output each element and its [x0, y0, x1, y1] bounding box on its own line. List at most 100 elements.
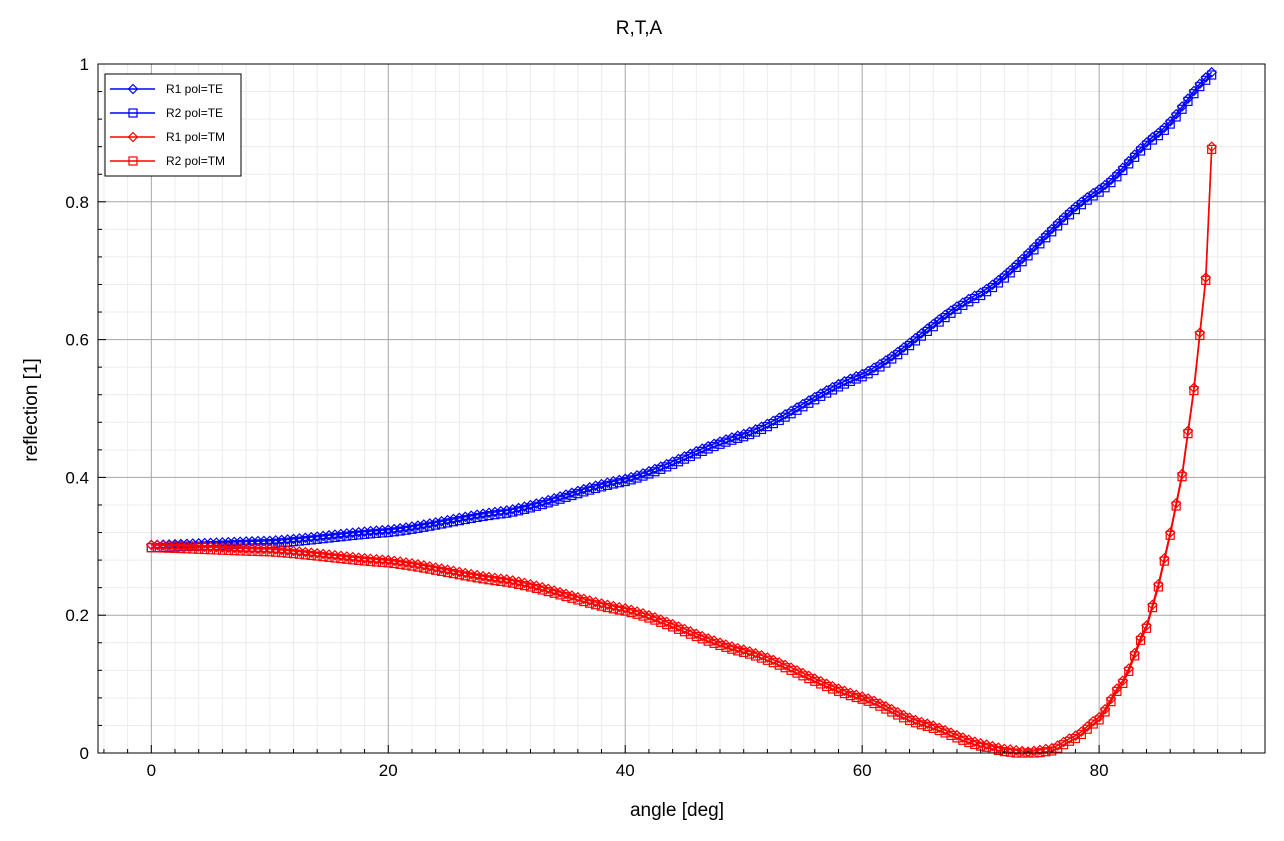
data-point-square — [721, 642, 731, 652]
data-point-square — [1130, 651, 1140, 661]
data-point-square — [1141, 140, 1152, 150]
data-point-square — [389, 527, 399, 537]
data-point-square — [822, 681, 832, 692]
series-layer — [145, 66, 1218, 758]
x-axis-label: angle [deg] — [630, 800, 724, 821]
data-point-square — [685, 629, 695, 639]
data-point-square — [294, 549, 305, 559]
data-point-square — [632, 609, 642, 619]
data-point-square — [1195, 81, 1205, 92]
data-point-square — [928, 322, 938, 332]
data-point-square — [359, 556, 370, 566]
data-point-square — [851, 374, 861, 384]
data-point-square — [200, 544, 210, 555]
data-point-square — [626, 475, 636, 485]
data-point-square — [585, 485, 595, 495]
data-point-diamond — [127, 83, 139, 95]
data-point-square — [656, 617, 666, 627]
data-point-square — [1100, 183, 1110, 193]
y-tick-label: 0 — [80, 744, 89, 763]
data-point-square — [780, 663, 790, 673]
y-tick-label: 0.2 — [65, 606, 89, 625]
data-point-square — [253, 546, 263, 557]
data-point-square — [1135, 635, 1146, 645]
data-point-square — [1130, 152, 1140, 162]
data-point-square — [1041, 233, 1051, 243]
data-point-square — [235, 546, 245, 556]
data-point-square — [1017, 257, 1027, 267]
data-point-square — [306, 535, 316, 545]
data-point-square — [993, 278, 1004, 288]
legend-box — [104, 73, 242, 177]
data-point-square — [318, 552, 328, 562]
data-point-square — [928, 723, 938, 733]
data-point-square — [970, 293, 980, 304]
data-point-square — [1082, 724, 1092, 734]
data-point-square — [768, 658, 778, 668]
axis-ticks — [98, 63, 1266, 754]
data-point-square — [756, 653, 767, 663]
data-point-square — [1100, 707, 1110, 717]
data-point-square — [164, 543, 174, 553]
x-tick-label: 60 — [853, 761, 872, 780]
data-point-square — [519, 581, 530, 591]
data-point-square — [158, 543, 168, 553]
data-point-square — [679, 627, 690, 637]
y-tick-label: 0.8 — [65, 193, 89, 212]
data-point-square — [377, 557, 387, 568]
data-point-square — [650, 615, 660, 625]
data-point-square — [318, 534, 328, 544]
data-point-square — [436, 519, 447, 529]
data-point-square — [425, 564, 435, 574]
data-point-square — [442, 518, 453, 528]
data-point-square — [354, 530, 364, 540]
data-point-square — [407, 524, 417, 534]
data-point-square — [739, 432, 749, 442]
data-point-square — [555, 494, 565, 504]
data-point-square — [857, 372, 867, 382]
data-point-square — [703, 444, 713, 454]
y-tick-label: 1 — [80, 55, 89, 74]
data-point-square — [300, 550, 310, 560]
data-point-square — [277, 548, 287, 558]
data-point-square — [602, 602, 613, 613]
data-point-square — [1029, 245, 1039, 255]
data-point-square — [1159, 556, 1169, 566]
data-point-square — [259, 547, 269, 557]
data-point-square — [377, 528, 387, 538]
data-point-square — [170, 543, 180, 553]
data-point-square — [727, 435, 737, 445]
data-point-square — [798, 671, 808, 681]
data-point-square — [460, 514, 470, 525]
data-point-square — [899, 345, 909, 355]
data-point-square — [336, 554, 346, 564]
y-axis-label: reflection [1] — [21, 358, 42, 462]
data-point-square — [875, 701, 885, 711]
data-point-square — [608, 479, 618, 489]
data-point-square — [1047, 227, 1057, 237]
data-point-square — [561, 591, 571, 602]
data-point-square — [312, 551, 322, 561]
data-point-square — [1053, 221, 1063, 231]
data-point-square — [1195, 330, 1205, 341]
data-point-square — [1011, 262, 1021, 273]
data-point-square — [827, 684, 838, 694]
data-point-diamond — [127, 131, 139, 143]
data-point-square — [354, 555, 364, 566]
data-point-square — [1189, 385, 1199, 396]
data-point-square — [999, 273, 1009, 283]
data-point-square — [1177, 472, 1187, 482]
data-point-square — [176, 543, 186, 554]
data-point-square — [531, 501, 541, 511]
data-point-square — [513, 506, 524, 516]
data-point-square — [762, 655, 772, 665]
data-point-square — [567, 490, 577, 501]
x-tick-label: 80 — [1090, 761, 1109, 780]
data-point-square — [662, 462, 672, 472]
data-point-square — [413, 523, 423, 533]
data-point-square — [650, 467, 660, 477]
data-point-square — [324, 552, 334, 562]
y-tick-label: 0.4 — [65, 468, 89, 487]
data-point-square — [1207, 144, 1217, 155]
